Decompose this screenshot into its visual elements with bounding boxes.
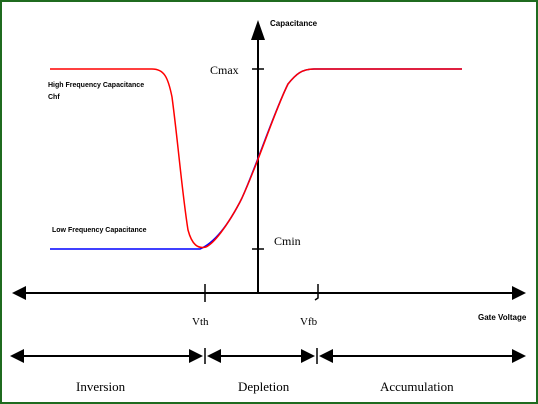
region-inversion-arrow-right: [189, 349, 203, 363]
series-high-frequency-line: [50, 68, 462, 249]
x-axis-arrow-right: [512, 286, 526, 300]
region-inversion-arrow-left: [10, 349, 24, 363]
y-tick-label-cmax: Cmax: [210, 63, 239, 77]
legend-high-frequency-line1: High Frequency Capacitance: [48, 82, 144, 89]
x-tick-label-vth: Vth: [192, 316, 209, 328]
region-label-accumulation: Accumulation: [380, 379, 454, 394]
y-tick-label-cmin: Cmin: [274, 234, 301, 248]
legend-low-frequency: Low Frequency Capacitance: [52, 227, 147, 234]
x-axis-title: Gate Voltage: [478, 313, 527, 322]
region-accumulation-arrow-right: [512, 349, 526, 363]
legend-high-frequency-line2: Chf: [48, 94, 60, 101]
region-label-inversion: Inversion: [76, 379, 126, 394]
series-low-frequency-line: [50, 68, 462, 250]
region-depletion-arrow-left: [207, 349, 221, 363]
region-label-depletion: Depletion: [238, 379, 290, 394]
y-axis-title: Capacitance: [270, 19, 318, 28]
x-tick-vfb: [314, 284, 319, 301]
x-tick-label-vfb: Vfb: [300, 316, 318, 328]
y-axis-arrow: [251, 20, 265, 40]
region-depletion-arrow-right: [301, 349, 315, 363]
x-axis-arrow-left: [12, 286, 26, 300]
region-accumulation-arrow-left: [319, 349, 333, 363]
